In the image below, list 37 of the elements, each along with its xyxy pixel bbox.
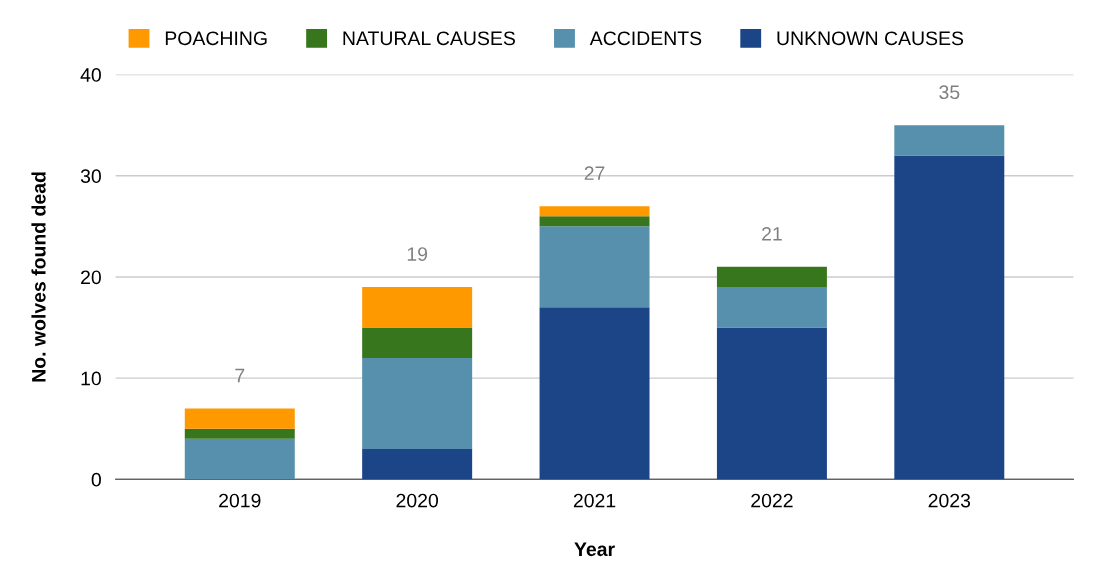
legend-label: NATURAL CAUSES [343, 31, 515, 46]
y-tick-label: 30 [80, 169, 101, 184]
x-tick-label: 2020 [396, 493, 439, 508]
bar [716, 287, 827, 328]
y-tick-label: 40 [80, 68, 101, 82]
bar [184, 438, 295, 480]
y-tick-label: 20 [81, 270, 101, 285]
bar [894, 125, 1005, 156]
bar [184, 408, 295, 429]
bar [894, 155, 1005, 480]
bar [716, 266, 827, 288]
x-tick-label: 2022 [751, 493, 793, 508]
total-label: 27 [584, 166, 605, 180]
y-axis-title: No. wolves found dead [31, 172, 46, 382]
total-label: 21 [762, 226, 782, 241]
bar [362, 448, 473, 480]
legend-label: UNKNOWN CAUSES [777, 31, 964, 46]
bar [539, 226, 650, 308]
x-tick-label: 2021 [573, 493, 616, 508]
total-label: 35 [939, 85, 960, 100]
bar [716, 327, 827, 480]
legend-label: POACHING [165, 31, 267, 46]
bar [539, 206, 650, 217]
bar [539, 216, 650, 227]
bar [362, 357, 473, 449]
x-tick-label: 2019 [219, 493, 261, 508]
bar [184, 428, 295, 439]
bar [362, 327, 473, 358]
total-label: 19 [407, 247, 428, 261]
bar [362, 287, 473, 328]
y-tick-label: 10 [81, 371, 101, 386]
legend-label: ACCIDENTS [589, 31, 702, 46]
x-tick-label: 2023 [928, 493, 971, 508]
x-axis-title: Year [574, 542, 615, 557]
total-label: 7 [235, 368, 245, 383]
y-tick-label: 0 [91, 472, 101, 487]
bar [539, 307, 650, 480]
